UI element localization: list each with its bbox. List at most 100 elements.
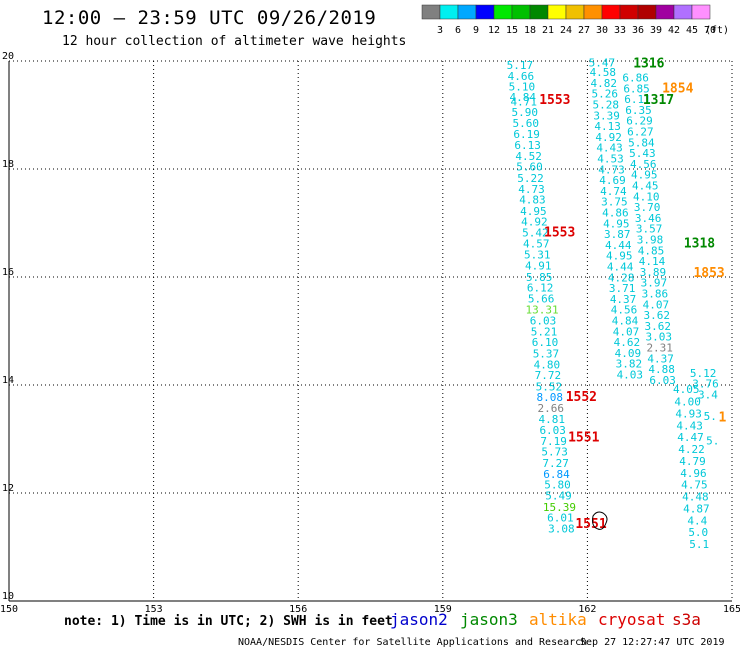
colorbar-tick-label: 27 (578, 25, 590, 36)
wave-height-label: 3.76 (692, 378, 719, 391)
wave-height-label: 3.98 (637, 234, 664, 247)
colorbar-tick-label: 12 (488, 25, 500, 36)
wave-height-label: 4.28 (608, 271, 635, 284)
wave-height-label: 3.87 (604, 228, 631, 241)
wave-height-label: 4.37 (647, 352, 674, 365)
y-tick-label: 20 (2, 51, 14, 62)
wave-height-label: 4.62 (614, 336, 641, 349)
y-tick-label: 14 (2, 375, 14, 386)
pass-number-label: 1551 (575, 517, 606, 532)
colorbar-tick-label: 6 (455, 25, 461, 36)
colorbar-tick-label: 42 (668, 25, 680, 36)
footer-timestamp: Sep 27 12:27:47 UTC 2019 (580, 637, 725, 648)
legend-altika: altika (529, 610, 587, 629)
wave-height-label: 5.85 (526, 271, 553, 284)
colorbar-swatch (655, 4, 675, 20)
wave-height-label: 5.73 (541, 446, 568, 459)
wave-height-label: 4.86 (602, 207, 629, 220)
wave-height-label: 4.82 (591, 77, 618, 90)
wave-height-label: 6.11 (624, 93, 651, 106)
colorbar-tick-label: 3 (437, 25, 443, 36)
pass-number-label: 1 (719, 411, 727, 426)
wave-height-label: 7.27 (542, 457, 569, 470)
wave-height-label: 4.95 (603, 217, 630, 230)
wave-height-label: 4.4 (687, 514, 707, 527)
colorbar-tick-label: 36 (632, 25, 644, 36)
wave-height-label: 3.70 (634, 201, 661, 214)
colorbar-tick-label: 30 (596, 25, 608, 36)
wave-height-label: 6.03 (649, 374, 676, 387)
pass-number-label: 1316 (633, 56, 664, 71)
wave-height-label: 4.07 (613, 325, 640, 338)
wave-height-label: 7.72 (535, 369, 562, 382)
wave-height-label: 5.17 (507, 59, 534, 72)
wave-height-label: 3.03 (645, 331, 672, 344)
wave-height-label: 13.31 (526, 304, 559, 317)
wave-height-label: 2.31 (646, 342, 673, 355)
y-tick-label: 12 (2, 483, 14, 494)
wave-height-label: 4.85 (638, 244, 665, 257)
colorbar-swatch (439, 4, 459, 20)
wave-height-label: 4.43 (596, 142, 623, 155)
wave-height-label: 3.71 (609, 282, 636, 295)
wave-height-label: 4.44 (605, 239, 632, 252)
wave-height-label: 5.80 (544, 479, 571, 492)
colorbar-swatch (511, 4, 531, 20)
wave-height-label: 5.31 (524, 249, 551, 262)
wave-height-label: 7.19 (540, 435, 567, 448)
legend-jason3: jason3 (460, 610, 518, 629)
wave-height-label: 5.12 (690, 367, 717, 380)
wave-height-label: 4.37 (610, 293, 637, 306)
wave-height-label: 3.62 (645, 320, 672, 333)
wave-height-label: 4.03 (617, 369, 644, 382)
y-tick-label: 10 (2, 591, 14, 602)
legend-note: note: 1) Time is in UTC; 2) SWH is in fe… (64, 614, 393, 629)
wave-height-label: 5.60 (516, 161, 543, 174)
wave-height-label: 5.52 (536, 380, 563, 393)
wave-height-label: 6.86 (622, 72, 649, 85)
wave-height-label: 4.56 (630, 158, 657, 171)
wave-height-label: 4.74 (600, 185, 627, 198)
x-tick-label: 150 (0, 604, 18, 615)
pass-number-label: 1553 (544, 226, 575, 241)
wave-height-label: 4.95 (520, 205, 547, 218)
colorbar-swatch (673, 4, 693, 20)
wave-height-label: 3.89 (640, 266, 667, 279)
colorbar-swatch (493, 4, 513, 20)
wave-height-label: 4.66 (508, 70, 535, 83)
x-tick-label: 162 (578, 604, 596, 615)
wave-height-label: 4.69 (599, 174, 626, 187)
wave-height-label: 4.91 (525, 259, 552, 272)
wave-height-label: 6.27 (627, 126, 654, 139)
wave-height-label: 6.03 (539, 424, 566, 437)
wave-height-label: 4.53 (597, 153, 624, 166)
colorbar-swatch (421, 4, 441, 20)
legend-cryosat: cryosat (598, 610, 665, 629)
wave-height-label: 4.58 (590, 66, 617, 79)
wave-height-label: 4.44 (607, 261, 634, 274)
wave-height-label: 4.95 (606, 250, 633, 263)
wave-height-label: 4.05 (673, 383, 700, 396)
wave-height-label: 3.08 (548, 522, 575, 535)
colorbar-swatch (457, 4, 477, 20)
wave-height-label: 5.47 (589, 56, 616, 69)
x-tick-label: 165 (723, 604, 740, 615)
wave-height-label: 6.84 (543, 468, 570, 481)
wave-height-label: 4.95 (631, 169, 658, 182)
colorbar-swatch (601, 4, 621, 20)
page-title: 12:00 – 23:59 UTC 09/26/2019 (42, 7, 377, 29)
wave-height-label: 6.35 (625, 104, 652, 117)
wave-height-label: 5.1 (689, 538, 709, 551)
wave-height-label: 5.60 (512, 117, 539, 130)
wave-height-label: 4.00 (674, 396, 701, 409)
wave-height-label: 3.86 (642, 288, 669, 301)
y-tick-label: 16 (2, 267, 14, 278)
wave-height-label: 6.12 (527, 282, 554, 295)
colorbar-tick-label: 70 (704, 25, 716, 36)
wave-height-label: 5.10 (509, 81, 536, 94)
pass-number-label: 1551 (568, 431, 599, 446)
wave-height-label: 4.13 (594, 120, 621, 133)
pass-number-label: 1853 (693, 266, 724, 281)
wave-height-label: 5.28 (592, 99, 619, 112)
colorbar-tick-label: 39 (650, 25, 662, 36)
